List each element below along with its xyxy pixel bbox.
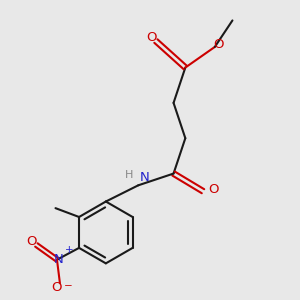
Text: N: N <box>54 253 63 266</box>
Text: O: O <box>146 31 157 44</box>
Text: O: O <box>27 235 37 248</box>
Text: O: O <box>213 38 224 50</box>
Text: N: N <box>140 171 149 184</box>
Text: H: H <box>124 170 133 180</box>
Text: +: + <box>65 245 74 255</box>
Text: O: O <box>52 281 62 294</box>
Text: −: − <box>64 280 73 291</box>
Text: O: O <box>208 183 219 196</box>
